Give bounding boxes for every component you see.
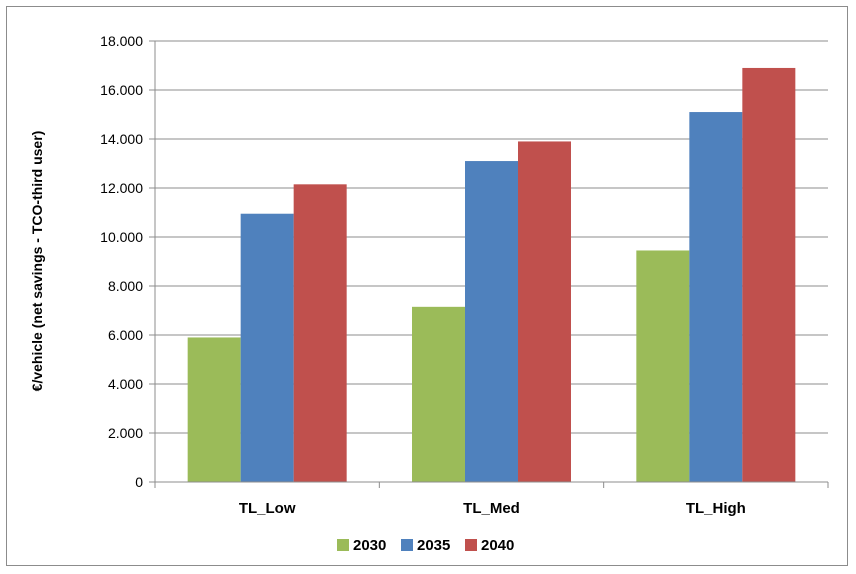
x-category-label: TL_High [686,500,746,517]
y-tick-label: 10.000 [100,229,143,245]
y-axis-label: €/vehicle (net savings - TCO-third user) [29,131,45,392]
legend-label-2035: 2035 [417,537,450,554]
bar-2030-TL_Med [412,306,465,482]
bar-2035-TL_Med [465,161,518,483]
y-tick-label: 4.000 [108,376,143,392]
y-tick-label: 16.000 [100,82,143,98]
x-category-labels: TL_Low TL_Med TL_High [239,500,746,517]
y-tick-label: 18.000 [100,33,143,49]
bars [187,67,796,483]
y-tick-label: 8.000 [108,278,143,294]
bar-2035-TL_Low [240,213,294,482]
bar-2040-TL_Med [518,141,571,482]
bar-2030-TL_High [636,250,690,482]
legend-label-2030: 2030 [353,537,386,554]
bar-2040-TL_Low [293,184,347,482]
axes [149,40,829,488]
y-tick-label: 0 [135,474,143,490]
bar-2030-TL_Low [187,337,241,482]
y-tick-label: 12.000 [100,180,143,196]
x-category-label: TL_Med [463,500,520,517]
legend-swatch-2030 [337,539,349,551]
y-tick-label: 14.000 [100,131,143,147]
bar-2035-TL_High [689,112,743,483]
x-category-label: TL_Low [239,500,296,517]
y-tick-labels: 0 2.000 4.000 6.000 8.000 10.000 12.000 14.000 1… [100,33,143,490]
y-tick-label: 6.000 [108,327,143,343]
y-tick-label: 2.000 [108,425,143,441]
legend-swatch-2035 [401,539,413,551]
legend-label-2040: 2040 [481,537,514,554]
legend: 2030 2035 2040 [337,537,514,554]
legend-swatch-2040 [465,539,477,551]
bar-2040-TL_High [742,67,796,482]
